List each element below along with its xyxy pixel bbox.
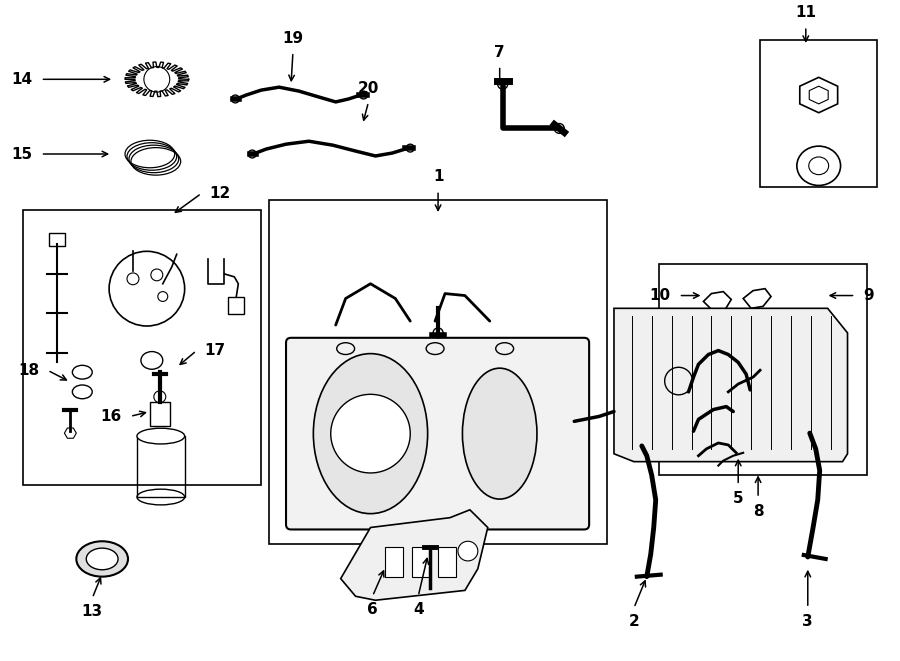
Circle shape (554, 124, 564, 134)
Text: 4: 4 (413, 602, 424, 617)
Text: 1: 1 (433, 169, 444, 184)
Bar (50, 233, 66, 247)
Circle shape (406, 144, 414, 152)
FancyBboxPatch shape (286, 338, 590, 529)
Ellipse shape (463, 368, 537, 499)
Text: 17: 17 (204, 343, 226, 358)
Bar (412, 547, 430, 576)
Ellipse shape (426, 342, 444, 354)
Ellipse shape (496, 342, 514, 354)
Circle shape (109, 251, 184, 326)
Bar (137, 436, 184, 497)
Ellipse shape (72, 366, 92, 379)
Bar (385, 547, 403, 576)
Polygon shape (809, 86, 828, 104)
Polygon shape (614, 308, 848, 461)
Text: 18: 18 (18, 363, 40, 377)
Bar (659, 264, 868, 475)
Circle shape (433, 328, 443, 338)
Ellipse shape (86, 548, 118, 570)
Text: 15: 15 (12, 147, 32, 161)
Circle shape (127, 273, 139, 285)
Text: 5: 5 (733, 491, 743, 506)
Circle shape (231, 95, 239, 103)
Ellipse shape (141, 352, 163, 369)
Text: 13: 13 (82, 604, 103, 619)
Polygon shape (704, 292, 732, 311)
Text: 8: 8 (752, 504, 763, 519)
Text: 11: 11 (796, 5, 816, 20)
Text: 9: 9 (863, 288, 874, 303)
Bar (438, 547, 456, 576)
Circle shape (248, 150, 256, 158)
Circle shape (154, 391, 166, 403)
Text: 7: 7 (494, 45, 505, 59)
Ellipse shape (76, 541, 128, 576)
Polygon shape (341, 510, 488, 600)
Bar (22, 210, 261, 485)
Circle shape (498, 79, 508, 89)
Text: 16: 16 (101, 409, 122, 424)
Text: 10: 10 (650, 288, 670, 303)
Polygon shape (65, 428, 76, 438)
Circle shape (458, 541, 478, 561)
Polygon shape (800, 77, 838, 113)
Circle shape (360, 91, 367, 99)
Bar (229, 297, 244, 314)
Ellipse shape (337, 342, 355, 354)
Bar (760, 40, 878, 188)
Text: 12: 12 (210, 186, 230, 201)
Ellipse shape (72, 385, 92, 399)
Text: 6: 6 (367, 602, 378, 617)
Circle shape (158, 292, 167, 301)
Bar (269, 200, 607, 544)
Ellipse shape (796, 146, 841, 186)
Text: 3: 3 (803, 614, 813, 629)
Circle shape (330, 395, 410, 473)
Text: 2: 2 (628, 614, 639, 629)
Ellipse shape (313, 354, 428, 514)
Text: 14: 14 (12, 72, 32, 87)
Ellipse shape (809, 157, 829, 175)
Bar (150, 402, 170, 426)
Ellipse shape (137, 428, 184, 444)
Text: 20: 20 (358, 81, 379, 96)
Polygon shape (743, 289, 771, 308)
Circle shape (151, 269, 163, 281)
Text: 19: 19 (283, 31, 303, 46)
